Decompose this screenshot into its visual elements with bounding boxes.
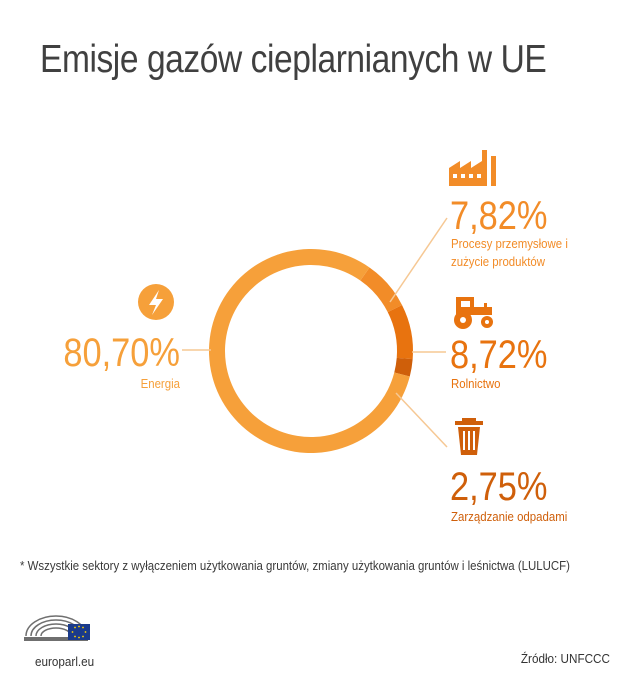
value-label-energy: 80,70%	[63, 330, 180, 375]
value-label-waste: 2,75%	[450, 464, 548, 509]
value-label-industry: 7,82%	[450, 193, 548, 238]
slice-waste	[394, 357, 413, 377]
trash-can-icon	[455, 418, 483, 455]
tractor-icon	[454, 297, 493, 329]
slice-label-energy: Energia	[141, 376, 181, 391]
factory-icon	[449, 150, 496, 186]
leader-line-waste	[395, 392, 448, 448]
slice-label-waste: Zarządzanie odpadami	[451, 509, 567, 524]
slice-agriculture	[387, 304, 413, 360]
slice-label-industry-line2: zużycie produktów	[451, 254, 545, 269]
leader-line-industry	[389, 217, 448, 303]
value-label-agriculture: 8,72%	[450, 332, 548, 377]
page-title: Emisje gazów cieplarnianych w UE	[40, 38, 547, 81]
slice-industry	[360, 267, 403, 313]
donut-chart: 80,70% Energia 7,82% Procesy przemysłowe…	[63, 150, 568, 524]
parliament-logo-icon	[24, 615, 90, 641]
footnote: * Wszystkie sektory z wyłączeniem użytko…	[20, 558, 570, 573]
slice-label-agriculture: Rolnictwo	[451, 376, 501, 391]
lightning-icon	[138, 284, 174, 320]
donut-slices	[208, 249, 413, 453]
slice-label-industry-line1: Procesy przemysłowe i	[451, 236, 568, 251]
site-link[interactable]: europarl.eu	[35, 654, 95, 669]
source-credit: Źródło: UNFCCC	[520, 651, 610, 666]
